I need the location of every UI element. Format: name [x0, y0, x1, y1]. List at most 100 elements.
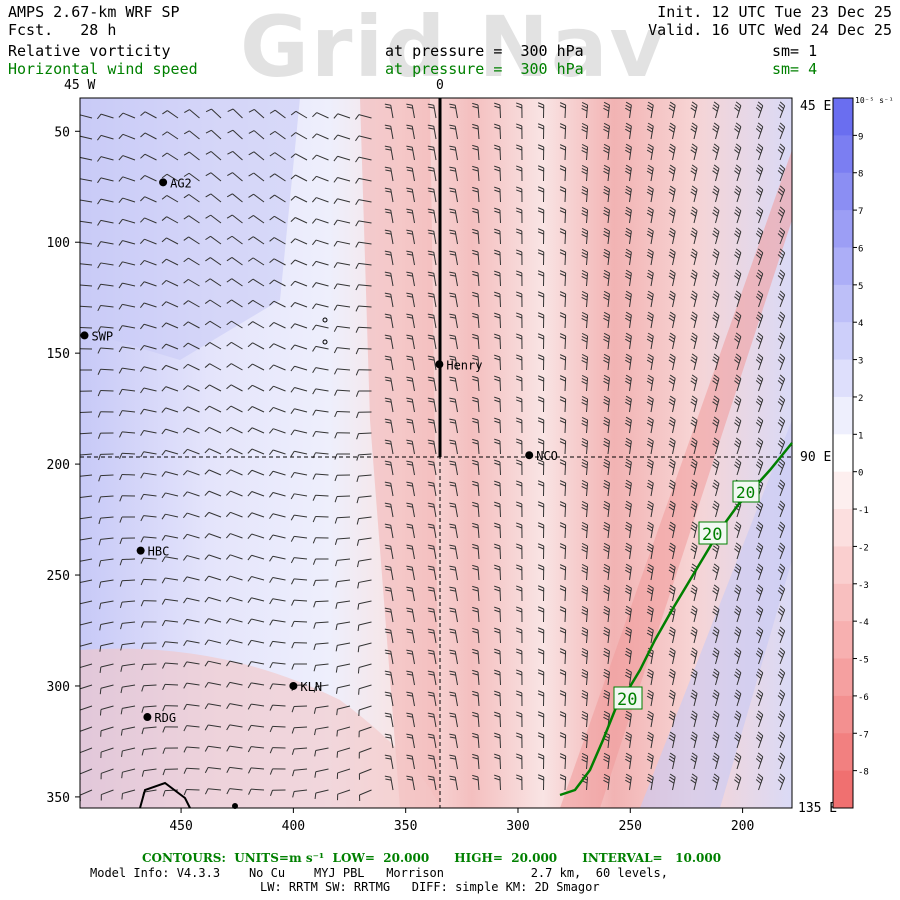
wind-barb	[690, 185, 698, 203]
wind-barb	[625, 521, 632, 539]
wind-barb	[690, 269, 698, 287]
wind-barb	[427, 124, 437, 140]
wind-barb	[141, 705, 157, 713]
wind-barb	[712, 101, 720, 119]
wind-barb	[690, 164, 698, 182]
wind-barb	[140, 430, 157, 436]
wind-barb	[355, 390, 372, 397]
wind-barb	[226, 299, 243, 308]
wind-barb	[603, 311, 610, 329]
wind-barb	[494, 291, 501, 308]
wind-barb	[312, 260, 329, 267]
wind-barb	[603, 458, 610, 476]
wind-barb	[755, 332, 764, 350]
wind-barb	[119, 431, 136, 438]
wind-barb	[406, 607, 415, 623]
wind-barb	[80, 326, 93, 329]
wind-barb	[226, 788, 243, 795]
vorticity-red-band	[360, 98, 440, 808]
wind-barb	[336, 747, 351, 758]
wind-barb	[712, 437, 720, 455]
wind-barb	[80, 642, 93, 647]
wind-barb	[690, 353, 698, 371]
wind-barb	[161, 152, 179, 161]
wind-barb	[312, 388, 329, 395]
wind-barb	[603, 290, 610, 308]
wind-barb	[516, 711, 523, 728]
x-tick-label: 250	[619, 819, 642, 834]
wind-barb	[183, 533, 200, 540]
wind-barb	[625, 752, 632, 770]
wind-barb	[384, 124, 394, 140]
wind-barb	[472, 333, 480, 350]
wind-barb	[472, 228, 480, 245]
wind-barb	[80, 220, 93, 224]
wind-barb	[516, 480, 523, 497]
wind-barb	[537, 207, 545, 224]
wind-barb	[712, 773, 720, 791]
wind-barb	[690, 647, 698, 665]
wind-barb	[247, 257, 265, 266]
colorbar-swatch	[833, 621, 853, 660]
wind-barb	[269, 279, 286, 287]
wind-barb	[139, 302, 157, 308]
wind-barb	[625, 437, 632, 455]
wind-barb	[646, 353, 654, 371]
wind-barb	[384, 691, 394, 707]
wind-barb	[472, 417, 480, 434]
wind-barb	[119, 537, 136, 545]
wind-barb	[312, 112, 329, 119]
wind-barb	[355, 326, 372, 333]
wind-barb	[690, 122, 698, 140]
wind-barb	[406, 166, 415, 182]
wind-barb	[96, 113, 114, 120]
wind-barb	[97, 432, 114, 439]
smoothing-2: sm= 4	[772, 60, 818, 78]
wind-barb	[472, 669, 480, 686]
wind-barb	[646, 458, 654, 476]
wind-barb	[290, 429, 308, 436]
wind-barb	[384, 271, 394, 287]
wind-barb	[335, 579, 351, 588]
wind-barb	[449, 271, 458, 287]
station-marker	[435, 360, 444, 369]
wind-barb	[183, 342, 200, 350]
wind-barb	[356, 432, 372, 440]
wind-barb	[646, 206, 654, 224]
wind-barb	[225, 554, 243, 560]
wind-barb	[690, 500, 698, 518]
wind-barb	[183, 151, 200, 161]
wind-barb	[559, 774, 567, 791]
wind-barb	[247, 682, 265, 689]
wind-barb	[734, 647, 742, 665]
wind-barb	[269, 109, 286, 119]
wind-barb	[427, 649, 437, 665]
wind-barb	[161, 428, 179, 435]
wind-barb	[120, 663, 136, 672]
station-marker	[525, 451, 534, 460]
wind-barb	[427, 271, 437, 287]
wind-barb	[226, 405, 243, 413]
wind-barb	[227, 150, 243, 161]
colorbar-swatch	[833, 98, 853, 136]
wind-barb	[755, 752, 764, 770]
wind-barb	[449, 607, 458, 623]
wind-barb	[625, 206, 632, 224]
wind-barb	[712, 332, 720, 350]
y-tick-label: 200	[47, 458, 70, 473]
wind-barb	[472, 459, 480, 476]
wind-barb	[668, 269, 676, 287]
wind-barb	[290, 514, 308, 521]
wind-barb	[80, 495, 93, 498]
wind-barb	[625, 143, 632, 161]
wind-barb	[625, 500, 632, 518]
wind-barb	[427, 292, 437, 308]
wind-barb	[290, 493, 308, 500]
wind-barb	[140, 557, 157, 564]
wind-barb	[291, 726, 308, 734]
wind-barb	[777, 185, 786, 203]
wind-barb	[625, 101, 632, 119]
wind-barb	[357, 621, 372, 631]
y-tick-label: 100	[47, 236, 70, 251]
wind-barb	[118, 388, 136, 395]
